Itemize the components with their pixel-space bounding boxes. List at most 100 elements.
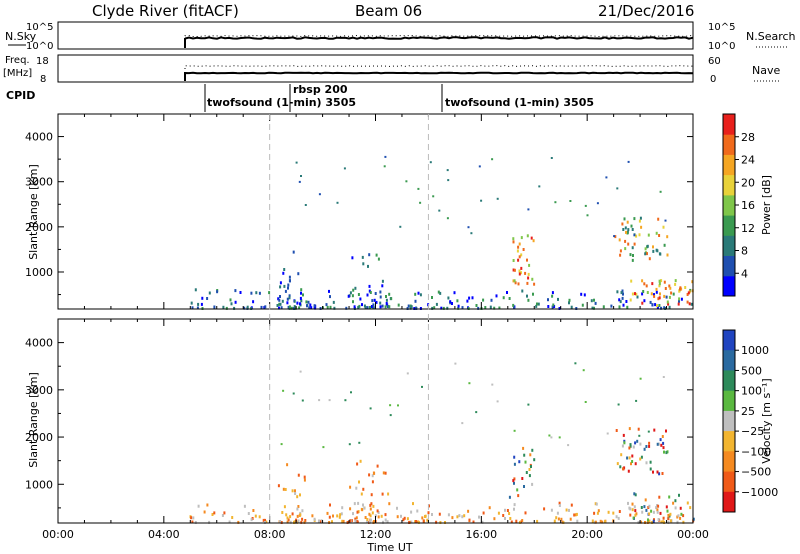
scatter-cell (368, 520, 371, 524)
scatter-cell (296, 301, 299, 305)
scatter-cell (656, 304, 658, 308)
scatter-cell (622, 303, 625, 307)
scatter-cell (300, 291, 302, 295)
scatter-cell (313, 517, 316, 521)
scatter-cell (613, 235, 616, 238)
scatter-cell (647, 518, 649, 522)
scatter-cell (320, 519, 323, 523)
scatter-cell (648, 444, 651, 448)
scatter-cell (371, 474, 374, 478)
scatter-cell (655, 506, 658, 510)
scatter-cell (687, 291, 690, 295)
scatter-cell (325, 303, 328, 307)
scatter-cell (355, 520, 358, 523)
scatter-cell (208, 520, 211, 524)
colorbar-tick-label: 1000 (741, 344, 769, 357)
scatter-cell (329, 295, 331, 299)
scatter-cell (299, 493, 301, 497)
scatter-cell (513, 507, 515, 511)
scatter-cell (354, 517, 357, 521)
scatter-cell (593, 520, 596, 524)
scatter-cell (526, 281, 529, 285)
scatter-cell (555, 516, 558, 520)
scatter-cell (223, 511, 226, 515)
scatter-cell (264, 305, 267, 309)
scatter-cell (512, 479, 515, 483)
scatter-cell (412, 502, 414, 506)
scatter-cell (446, 217, 449, 220)
ytick-label: 4000 (25, 337, 53, 350)
scatter-cell (689, 506, 692, 510)
scatter-cell (366, 519, 369, 523)
scatter-cell (584, 204, 587, 207)
scatter-cell (467, 509, 470, 513)
scatter-cell (406, 517, 409, 521)
scatter-cell (387, 305, 389, 308)
scatter-cell (291, 512, 294, 516)
scatter-cell (510, 520, 513, 524)
scatter-cell (451, 516, 454, 520)
scatter-cell (514, 281, 517, 285)
scatter-cell (370, 493, 373, 497)
scatter-cell (581, 303, 584, 307)
scatter-cell (372, 303, 375, 307)
scatter-cell (201, 296, 204, 300)
colorbar-swatch (723, 491, 735, 513)
scatter-cell (429, 161, 432, 164)
scatter-cell (647, 506, 650, 509)
scatter-cell (680, 512, 683, 516)
scatter-cell (213, 305, 216, 309)
scatter-cell (435, 520, 438, 524)
scatter-cell (397, 404, 399, 407)
scatter-cell (629, 298, 632, 302)
scatter-cell (591, 519, 594, 523)
scatter-cell (618, 510, 621, 513)
scatter-cell (281, 511, 284, 514)
scatter-cell (336, 514, 339, 518)
scatter-cell (680, 297, 683, 301)
scatter-cell (260, 305, 263, 309)
scatter-cell (649, 300, 652, 304)
scatter-cell (468, 382, 471, 385)
scatter-cell (374, 292, 377, 295)
xtick-label: 08:00 (254, 528, 286, 541)
scatter-cell (633, 234, 636, 237)
scatter-cell (481, 520, 484, 524)
scatter-cell (634, 513, 637, 517)
scatter-cell (502, 296, 505, 300)
scatter-cell (690, 302, 693, 306)
scatter-cell (557, 297, 559, 301)
scatter-cell (482, 298, 485, 302)
power-panel: 1000 2000 3000 4000 Slant Range [km] (25, 113, 694, 310)
scatter-cell (679, 287, 681, 291)
scatter-cell (384, 518, 387, 522)
scatter-cell (635, 234, 638, 238)
scatter-cell (384, 155, 387, 158)
scatter-cell (372, 306, 375, 310)
scatter-cell (419, 293, 422, 297)
scatter-cell (343, 167, 346, 170)
scatter-cell (517, 282, 520, 286)
scatter-cell (648, 519, 651, 523)
scatter-cell (355, 516, 358, 520)
scatter-cell (206, 297, 209, 300)
nave-tick-top: 60 (708, 56, 721, 67)
scatter-cell (488, 506, 491, 510)
scatter-cell (638, 233, 641, 237)
scatter-cell (633, 492, 636, 496)
scatter-cell (406, 372, 409, 375)
scatter-cell (601, 520, 604, 524)
scatter-cell (530, 465, 532, 468)
scatter-cell (599, 519, 602, 523)
scatter-cell (651, 303, 654, 307)
scatter-cell (513, 306, 515, 310)
scatter-cell (300, 299, 303, 303)
scatter-cell (531, 277, 534, 281)
scatter-cell (265, 520, 268, 524)
scatter-cell (688, 302, 691, 306)
scatter-cell (655, 287, 658, 291)
scatter-cell (624, 239, 627, 243)
scatter-cell (630, 462, 632, 466)
scatter-cell (682, 514, 685, 518)
scatter-cell (407, 304, 410, 308)
